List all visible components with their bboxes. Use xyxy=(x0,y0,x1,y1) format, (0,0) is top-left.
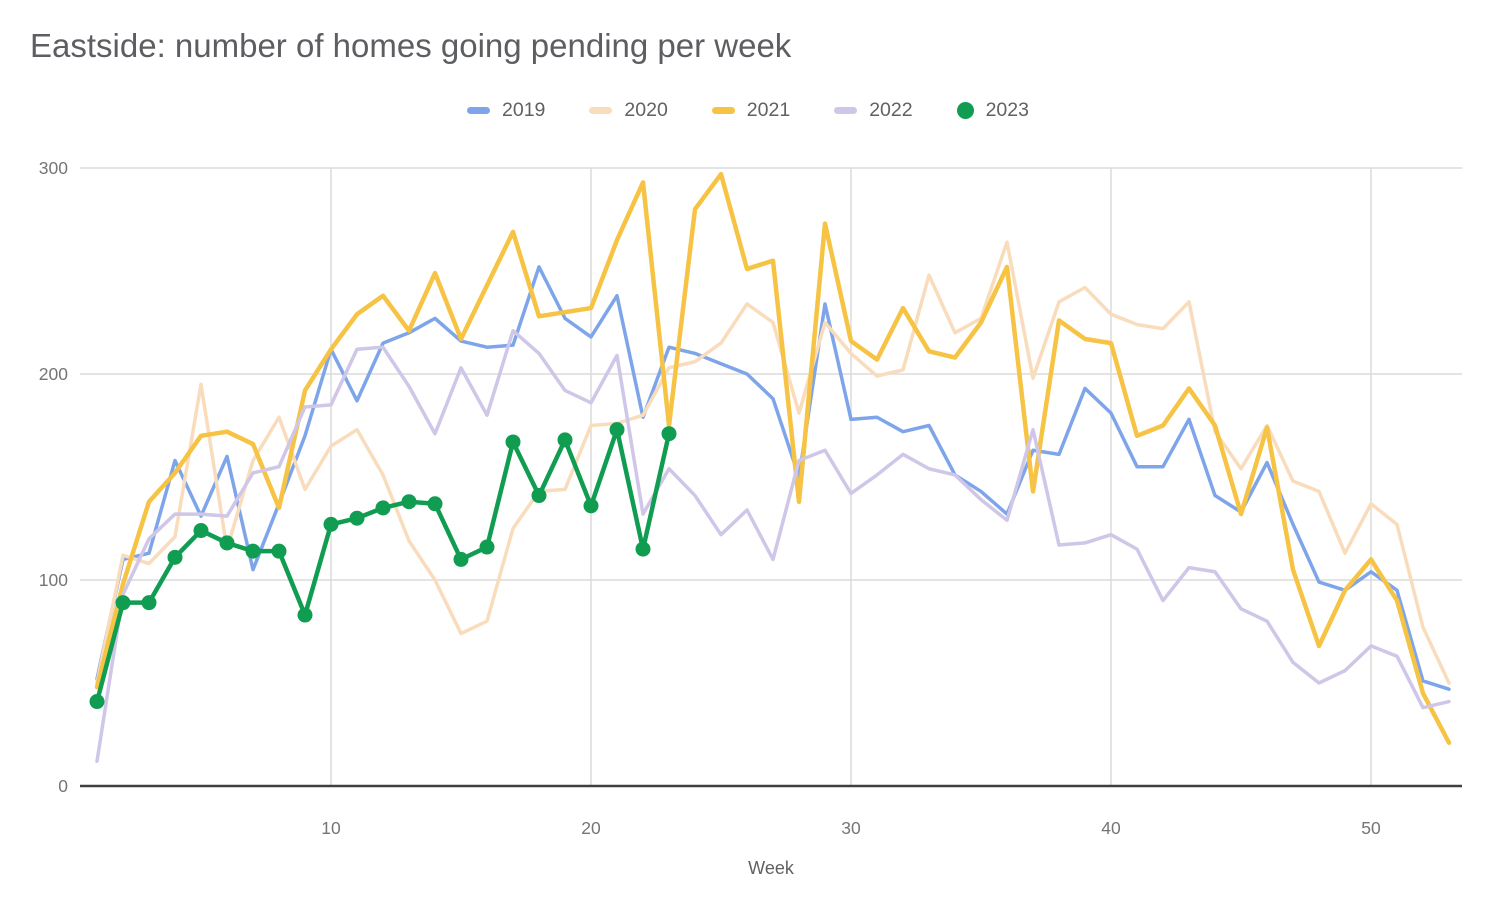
series-point-2023-week-13 xyxy=(401,494,417,510)
series-point-2023-week-2 xyxy=(115,595,131,611)
series-point-2023-week-7 xyxy=(245,543,261,559)
x-tick-label: 20 xyxy=(581,818,601,838)
y-tick-label: 200 xyxy=(39,364,68,384)
legend-label-2022: 2022 xyxy=(869,99,913,121)
series-point-2023-week-14 xyxy=(427,496,443,512)
series-point-2023-week-15 xyxy=(453,551,469,567)
legend-item-2023: 2023 xyxy=(956,99,1029,122)
series-point-2023-week-11 xyxy=(349,510,365,526)
legend-item-2021: 2021 xyxy=(711,99,791,122)
series-point-2023-week-22 xyxy=(635,541,651,557)
x-tick-label: 30 xyxy=(841,818,861,838)
legend-item-2019: 2019 xyxy=(467,99,545,122)
series-point-2023-week-17 xyxy=(505,434,521,450)
series-point-2023-week-1 xyxy=(89,694,105,710)
legend-swatch-2021-icon xyxy=(711,107,735,114)
series-point-2023-week-3 xyxy=(141,595,157,611)
series-line-2019 xyxy=(95,265,1451,691)
series-point-2023-week-19 xyxy=(557,432,573,448)
legend-label-2019: 2019 xyxy=(502,99,546,121)
x-tick-label: 40 xyxy=(1101,818,1121,838)
series-point-2023-week-23 xyxy=(661,426,677,442)
x-tick-label: 10 xyxy=(321,818,341,838)
legend-swatch-2022-icon xyxy=(834,107,858,114)
series-point-2023-week-12 xyxy=(375,500,391,516)
legend: 2019 2020 2021 2022 2023 xyxy=(0,99,1496,122)
series-point-2023-week-6 xyxy=(219,535,235,551)
series-point-2023-week-18 xyxy=(531,488,547,504)
series-line-2023 xyxy=(94,427,672,704)
legend-swatch-2020-icon xyxy=(589,107,613,114)
legend-swatch-2023-icon xyxy=(956,102,974,119)
series-line-2020 xyxy=(95,240,1451,685)
legend-swatch-2019-icon xyxy=(467,107,491,114)
legend-label-2020: 2020 xyxy=(624,99,668,121)
series-point-2023-week-16 xyxy=(479,539,495,555)
legend-label-2021: 2021 xyxy=(746,99,791,121)
chart-title: Eastside: number of homes going pending … xyxy=(30,27,792,64)
legend-item-2022: 2022 xyxy=(834,99,913,122)
series-point-2023-week-4 xyxy=(167,549,183,565)
series-point-2023-week-8 xyxy=(271,543,287,559)
legend-label-2023: 2023 xyxy=(985,99,1029,121)
series-line-2022 xyxy=(95,328,1451,764)
series-line-2021 xyxy=(94,171,1452,745)
x-tick-label: 50 xyxy=(1361,818,1381,838)
legend-item-2020: 2020 xyxy=(589,99,668,122)
series-point-2023-week-9 xyxy=(297,607,313,623)
y-tick-label: 0 xyxy=(58,776,68,796)
series-point-2023-week-10 xyxy=(323,516,339,532)
series-point-2023-week-21 xyxy=(609,422,625,438)
y-tick-label: 300 xyxy=(39,158,68,178)
series-point-2023-week-20 xyxy=(583,498,599,514)
series-point-2023-week-5 xyxy=(193,523,209,539)
y-tick-label: 100 xyxy=(39,570,68,590)
x-axis-title: Week xyxy=(748,858,794,878)
